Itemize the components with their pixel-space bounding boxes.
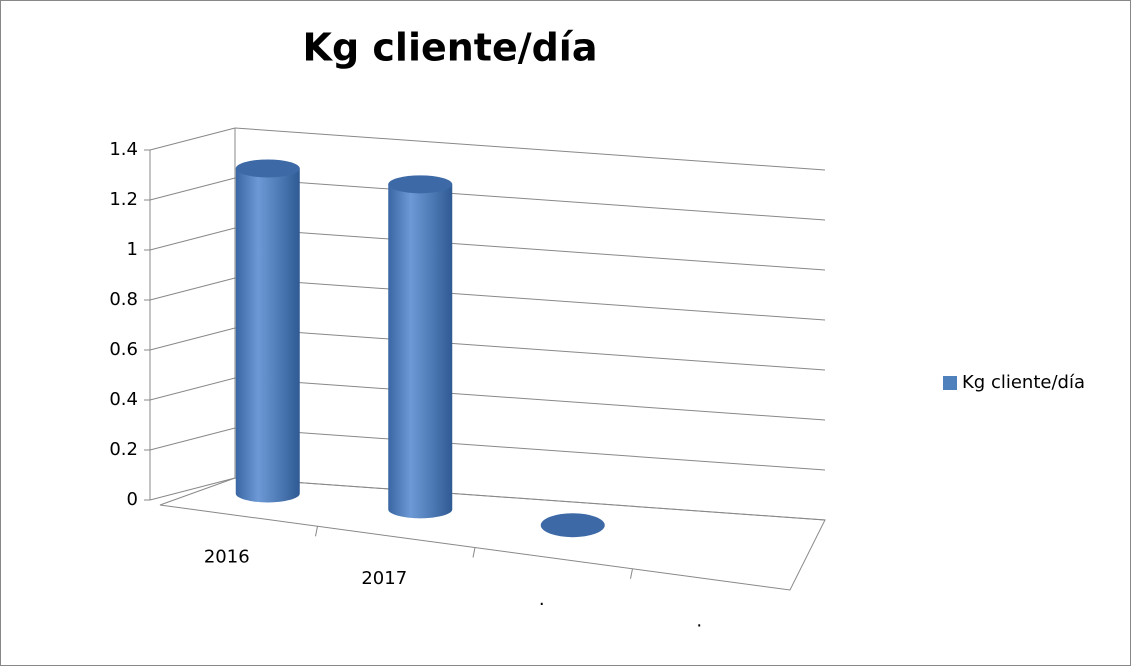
y-tick-label: 0.8 [109,289,138,310]
x-tick [472,547,476,558]
side-grid-line [149,127,236,151]
y-tick-label: 0 [127,489,138,510]
chart-title: Kg cliente/día [303,26,598,70]
cylinder [540,513,605,538]
legend-swatch [943,376,957,390]
grid-line [234,127,826,171]
side-grid-line [149,427,236,451]
y-tick-label: 1 [127,239,138,260]
x-tick-label: . [539,589,545,610]
cylinder [388,175,453,519]
y-tick-label: 1.4 [109,139,138,160]
cylinder [235,159,300,503]
x-tick [630,568,633,579]
grid-line [234,477,826,521]
cylinder-top [235,159,300,178]
plot: 0 0.2 0.4 0.6 0.8 1 1.2 1.4 2016 2017.. [109,127,826,631]
y-tick-label: 0.4 [109,389,138,410]
y-tick-label: 0.6 [109,339,138,360]
cylinder-top [388,175,453,194]
grid-line [234,427,826,471]
legend-label: Kg cliente/día [962,372,1085,393]
grid-line [234,377,826,421]
cylinder-body [388,184,453,519]
y-tick-label: 0.2 [109,439,138,460]
x-tick [315,526,318,537]
x-tick-label: . [696,610,702,631]
side-grid-line [149,377,236,401]
side-grid-line [149,327,236,351]
side-grid-line [149,227,236,251]
x-tick-label: 2016 [204,547,250,568]
x-tick-label: 2017 [361,568,407,589]
cylinder-body [235,168,300,503]
cylinder-base [540,513,605,538]
side-grid-line [149,477,236,501]
side-grid-line [149,277,236,301]
grid-line [234,177,826,221]
y-tick-label: 1.2 [109,189,138,210]
grid-line [234,327,826,371]
grid-line [234,277,826,321]
grid-line [234,227,826,271]
side-grid-line [149,177,236,201]
